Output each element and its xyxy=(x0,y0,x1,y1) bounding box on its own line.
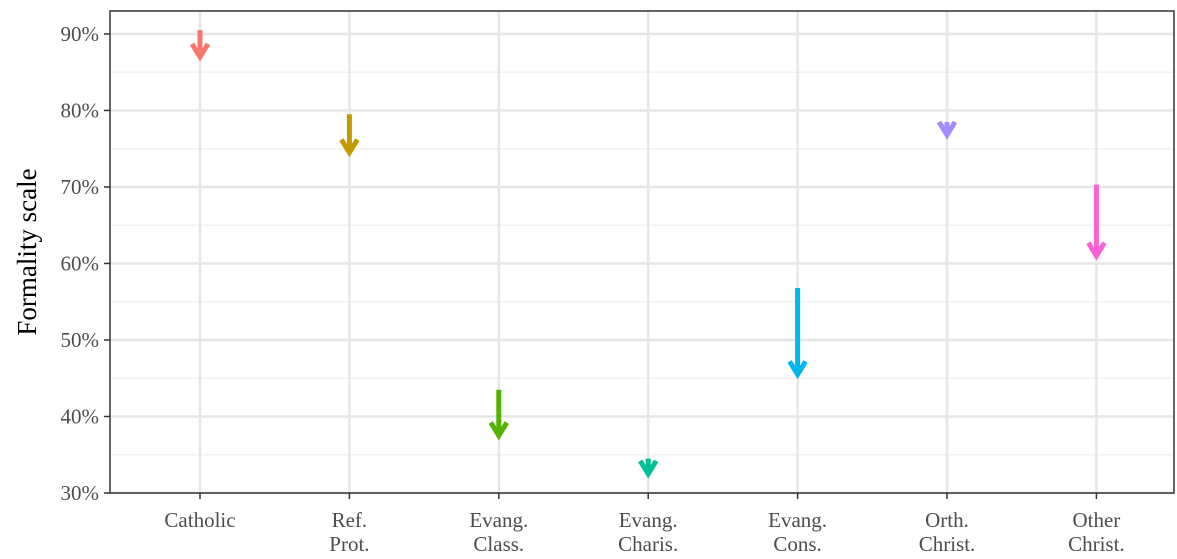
y-tick-label: 50% xyxy=(61,328,100,352)
y-axis: 30% 40% 50% 60% 70% 80% 90% xyxy=(61,22,110,505)
y-tick-label: 60% xyxy=(61,251,100,275)
arrow-mark xyxy=(1086,184,1107,261)
y-tick-label: 40% xyxy=(61,404,100,428)
arrow-mark xyxy=(936,120,958,140)
x-tick-label: Other Christ. xyxy=(1068,508,1125,556)
y-tick-label: 90% xyxy=(61,22,100,46)
arrow-mark xyxy=(488,389,509,441)
x-tick-label: Orth. Christ. xyxy=(919,508,976,556)
y-axis-title: Formality scale xyxy=(12,168,42,335)
arrow-mark xyxy=(189,30,211,62)
arrow-head xyxy=(488,421,509,441)
x-tick-label: Ref. Prot. xyxy=(329,508,369,556)
arrow-mark xyxy=(339,114,360,158)
y-tick-label: 70% xyxy=(61,175,100,199)
x-tick-label: Evang. Class. xyxy=(469,508,528,556)
panel-border xyxy=(109,10,1175,494)
arrow-head xyxy=(787,360,808,380)
grid-lines xyxy=(110,11,1174,495)
y-tick-label: 80% xyxy=(61,98,100,122)
x-tick-label: Evang. Cons. xyxy=(768,508,827,556)
arrow-head xyxy=(638,459,659,479)
x-tick-label: Catholic xyxy=(164,508,235,532)
x-axis: Catholic Ref. Prot. Evang. Class. Evang. Chari… xyxy=(164,493,1125,556)
arrow-mark xyxy=(638,458,659,479)
x-tick-label: Evang. Charis. xyxy=(618,508,678,556)
arrow-head xyxy=(936,120,958,140)
y-tick-label: 30% xyxy=(61,481,100,505)
arrow-head xyxy=(189,42,211,62)
arrow-series xyxy=(189,30,1107,479)
arrow-mark xyxy=(787,287,808,380)
arrow-head xyxy=(1086,241,1107,261)
arrow-head xyxy=(339,138,360,158)
